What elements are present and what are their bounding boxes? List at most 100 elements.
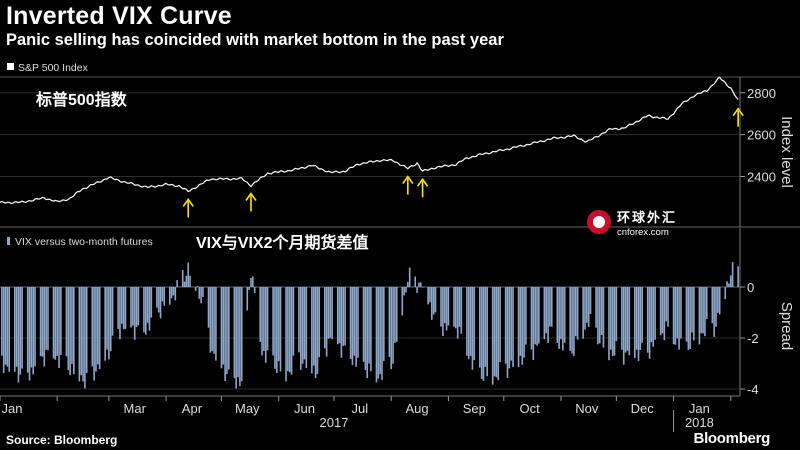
spread-bar bbox=[163, 287, 166, 306]
spread-bar bbox=[362, 287, 365, 362]
spread-bar bbox=[646, 287, 649, 353]
spread-bar bbox=[47, 287, 49, 351]
spread-bar bbox=[198, 287, 201, 299]
spread-bar bbox=[181, 269, 184, 287]
top-legend-swatch bbox=[7, 63, 14, 70]
spread-bar bbox=[718, 287, 721, 315]
spread-bar bbox=[731, 262, 734, 287]
spread-bar bbox=[523, 287, 525, 358]
spread-bar bbox=[375, 287, 378, 383]
spread-bar bbox=[248, 287, 250, 290]
spread-bar bbox=[443, 287, 446, 324]
spread-bar bbox=[622, 287, 625, 365]
spread-bar bbox=[634, 287, 636, 359]
spread-bar bbox=[499, 287, 501, 363]
spread-bar bbox=[279, 287, 282, 372]
spread-bar bbox=[200, 287, 202, 304]
spread-bar bbox=[574, 287, 577, 337]
bottom-legend-swatch bbox=[7, 237, 10, 245]
spread-bar bbox=[329, 287, 332, 338]
spread-bar bbox=[13, 287, 16, 372]
spread-bar bbox=[15, 287, 18, 367]
spread-bar bbox=[685, 287, 688, 342]
spread-bar bbox=[119, 287, 121, 340]
top-annotation: 标普500指数 bbox=[35, 90, 128, 109]
spread-bar bbox=[327, 287, 330, 339]
spread-bar bbox=[598, 287, 601, 344]
spread-bar bbox=[104, 287, 106, 361]
spread-bar bbox=[235, 287, 238, 389]
spread-bar bbox=[405, 287, 407, 293]
spread-bar bbox=[421, 287, 424, 288]
spread-bar bbox=[729, 275, 732, 287]
bottom-y-tick-label: -4 bbox=[747, 382, 759, 397]
spread-bar bbox=[174, 287, 177, 301]
x-tick-label: Jan bbox=[2, 401, 23, 416]
spread-bar bbox=[213, 287, 215, 354]
x-year-label: 2018 bbox=[685, 415, 714, 430]
spread-bar bbox=[111, 287, 114, 336]
spread-bar bbox=[263, 287, 265, 351]
spread-bar bbox=[654, 287, 656, 340]
spread-bar bbox=[285, 287, 287, 382]
spread-bar bbox=[301, 287, 304, 364]
spread-bar bbox=[250, 277, 252, 287]
spread-bar bbox=[342, 287, 345, 346]
x-tick-label: Sep bbox=[463, 401, 486, 416]
spread-bar bbox=[667, 287, 669, 327]
spread-bar bbox=[246, 287, 249, 311]
spread-bar bbox=[379, 287, 381, 375]
spread-bar bbox=[615, 287, 618, 342]
sp500-line bbox=[0, 76, 739, 205]
spread-bar bbox=[595, 287, 597, 328]
spread-bar bbox=[434, 287, 437, 313]
spread-bar bbox=[447, 287, 450, 326]
spread-bar bbox=[34, 287, 36, 367]
spread-bar bbox=[563, 287, 566, 343]
spread-bar bbox=[137, 287, 140, 326]
spread-bar bbox=[159, 287, 162, 319]
spread-bar bbox=[264, 287, 267, 363]
spread-bar bbox=[266, 287, 269, 351]
spread-bar bbox=[530, 287, 533, 350]
spread-bar bbox=[240, 287, 243, 382]
spread-bar bbox=[1, 287, 3, 356]
spread-bar bbox=[525, 287, 527, 345]
spread-bar bbox=[536, 287, 538, 346]
spread-bar bbox=[558, 287, 560, 349]
spread-bar bbox=[737, 266, 739, 287]
spread-bar bbox=[222, 287, 225, 365]
spread-bar bbox=[532, 287, 535, 361]
spread-bar bbox=[122, 287, 125, 330]
spread-bar bbox=[85, 287, 88, 374]
spread-bar bbox=[486, 287, 488, 377]
x-tick-label: Dec bbox=[631, 401, 655, 416]
spread-bar bbox=[650, 287, 653, 343]
spread-bar bbox=[252, 276, 254, 287]
spread-bar bbox=[2, 287, 5, 374]
spread-bar bbox=[445, 287, 448, 331]
spread-bar bbox=[355, 287, 357, 367]
spread-bar bbox=[395, 287, 398, 342]
spread-bar bbox=[495, 287, 498, 378]
spread-bar bbox=[69, 287, 71, 376]
spread-bar bbox=[584, 287, 586, 330]
spread-bar bbox=[473, 287, 476, 361]
spread-bar bbox=[124, 287, 127, 329]
spread-bar bbox=[648, 287, 651, 359]
spread-bar bbox=[427, 287, 429, 305]
spread-bar bbox=[652, 287, 655, 347]
top-y-tick-label: 2800 bbox=[747, 86, 776, 101]
spread-bar bbox=[538, 287, 540, 344]
spread-bar bbox=[597, 287, 599, 345]
spread-bar bbox=[388, 287, 391, 357]
x-tick-label: Aug bbox=[405, 401, 428, 416]
spread-bar bbox=[639, 287, 642, 350]
spread-bar bbox=[215, 287, 217, 361]
spread-bar bbox=[60, 287, 62, 355]
spread-bar bbox=[65, 287, 68, 357]
spread-bar bbox=[298, 287, 300, 353]
spread-bar bbox=[587, 287, 590, 327]
spread-bar bbox=[665, 287, 667, 322]
spread-bar bbox=[364, 287, 367, 370]
